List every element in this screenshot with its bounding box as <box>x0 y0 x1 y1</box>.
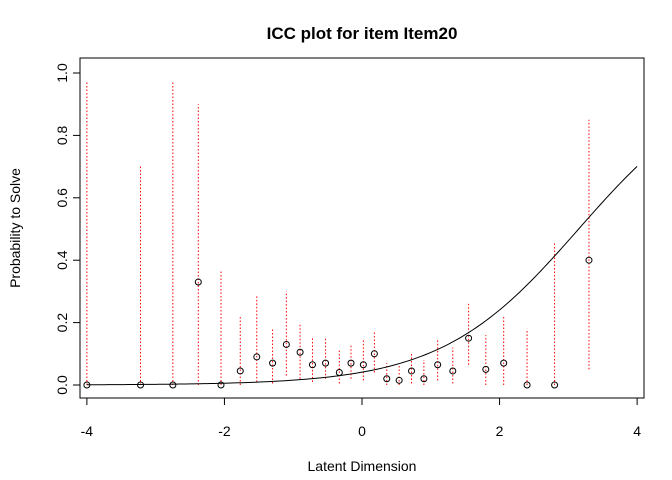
data-point <box>236 367 244 375</box>
data-point <box>370 350 378 358</box>
data-point <box>217 381 225 389</box>
x-tick-label: -2 <box>218 423 231 439</box>
data-point <box>408 367 416 375</box>
data-point <box>465 334 473 342</box>
data-point <box>383 375 391 383</box>
data-point <box>347 359 355 367</box>
plot-frame <box>79 57 645 399</box>
x-tick-label: 2 <box>496 423 504 439</box>
x-tick-label: 0 <box>358 423 366 439</box>
data-point <box>585 256 593 264</box>
x-tick-label: 4 <box>633 423 641 439</box>
y-axis-label: Probability to Solve <box>7 168 23 288</box>
data-point <box>296 348 304 356</box>
x-tick-label: -4 <box>81 423 94 439</box>
data-point <box>269 359 277 367</box>
y-tick-label: 0.2 <box>54 313 70 333</box>
data-point <box>83 381 91 389</box>
chart-title: ICC plot for item Item20 <box>267 24 458 43</box>
data-point <box>359 361 367 369</box>
data-point <box>194 278 202 286</box>
observed-points <box>83 256 593 389</box>
data-point <box>282 340 290 348</box>
x-axis-label: Latent Dimension <box>308 458 417 474</box>
y-tick-label: 0.0 <box>54 375 70 395</box>
y-tick-label: 0.4 <box>54 250 70 270</box>
data-point <box>395 376 403 384</box>
data-point <box>523 381 531 389</box>
data-point <box>420 375 428 383</box>
y-tick-label: 0.6 <box>54 188 70 208</box>
data-point <box>308 361 316 369</box>
data-point <box>449 367 457 375</box>
data-point <box>335 369 343 377</box>
data-point <box>500 359 508 367</box>
y-tick-label: 0.8 <box>54 125 70 145</box>
confidence-intervals <box>86 82 590 385</box>
icc-curve <box>86 166 638 386</box>
data-point <box>137 381 145 389</box>
data-point <box>169 381 177 389</box>
x-axis: -4 -2 0 2 4 <box>81 398 641 439</box>
data-point <box>322 359 330 367</box>
data-point <box>434 361 442 369</box>
data-point <box>482 365 490 373</box>
data-point <box>551 381 559 389</box>
y-axis: 0.0 0.2 0.4 0.6 0.8 1.0 <box>54 63 80 395</box>
data-point <box>253 353 261 361</box>
y-tick-label: 1.0 <box>54 63 70 83</box>
